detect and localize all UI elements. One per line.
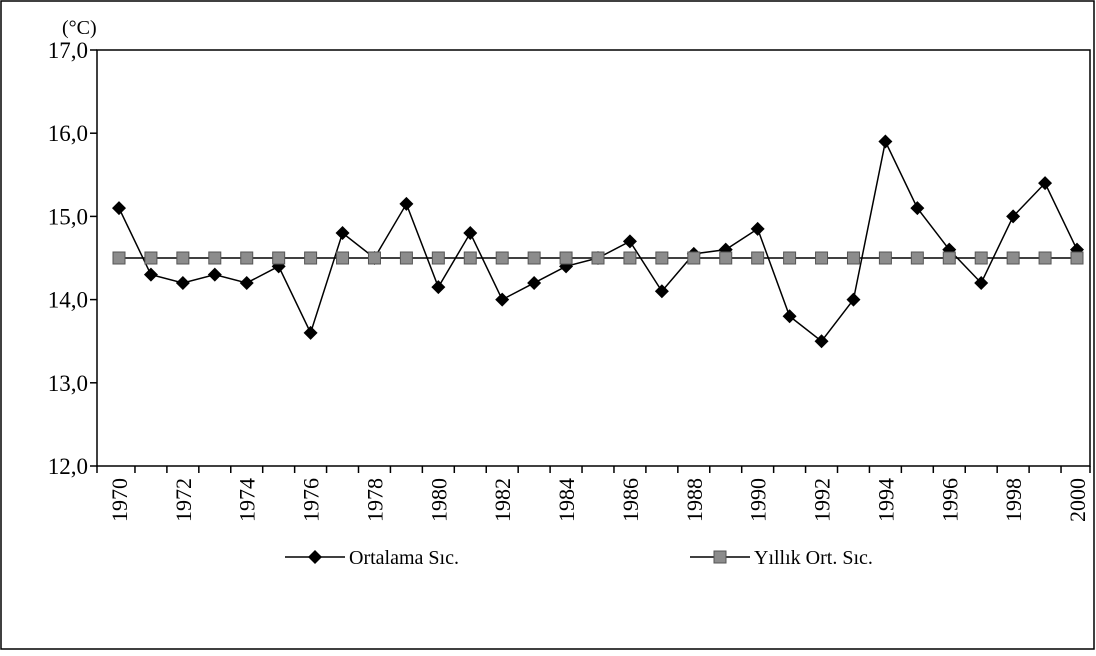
point — [240, 251, 254, 265]
point — [527, 251, 541, 265]
x-tick-label: 1974 — [235, 478, 260, 522]
point — [304, 251, 318, 265]
y-tick-label: 12,0 — [48, 454, 88, 479]
point — [815, 251, 829, 265]
point — [495, 251, 509, 265]
x-tick-label: 1996 — [937, 478, 962, 522]
x-tick-label: 1976 — [299, 478, 324, 522]
point — [144, 251, 158, 265]
point — [878, 134, 893, 149]
point — [303, 325, 318, 340]
x-tick-label: 1984 — [554, 478, 579, 522]
point — [1006, 209, 1021, 224]
point — [559, 251, 573, 265]
point — [878, 251, 892, 265]
point — [687, 251, 701, 265]
point — [207, 267, 222, 282]
point — [846, 292, 861, 307]
point — [1038, 176, 1053, 191]
point — [654, 284, 669, 299]
point — [910, 251, 924, 265]
point — [112, 251, 126, 265]
point — [431, 251, 445, 265]
legend-marker — [308, 550, 322, 564]
point — [335, 226, 350, 241]
x-tick-label: 1980 — [426, 478, 451, 522]
point — [751, 251, 765, 265]
x-tick-label: 1994 — [873, 478, 898, 522]
point — [495, 292, 510, 307]
point — [814, 334, 829, 349]
legend-label: Yıllık Ort. Sıc. — [754, 547, 873, 569]
x-tick-label: 1992 — [810, 478, 835, 522]
point — [622, 234, 637, 249]
point — [399, 196, 414, 211]
point — [463, 226, 478, 241]
point — [431, 280, 446, 295]
x-tick-label: 2000 — [1065, 478, 1090, 522]
point — [112, 201, 126, 216]
point — [719, 251, 733, 265]
x-tick-label: 1972 — [171, 478, 196, 522]
x-tick-label: 1978 — [362, 478, 387, 522]
point — [336, 251, 350, 265]
point — [1038, 251, 1052, 265]
point — [910, 201, 925, 216]
point — [463, 251, 477, 265]
point — [782, 309, 797, 324]
x-tick-label: 1982 — [490, 478, 515, 522]
point — [1006, 251, 1020, 265]
point — [143, 267, 158, 282]
y-tick-label: 14,0 — [48, 288, 88, 313]
legend-label: Ortalama Sıc. — [349, 547, 459, 569]
x-tick-label: 1986 — [618, 478, 643, 522]
point — [974, 251, 988, 265]
y-axis-label: (°C) — [62, 17, 97, 39]
point — [367, 251, 381, 265]
y-tick-label: 13,0 — [48, 371, 88, 396]
y-tick-label: 15,0 — [48, 204, 88, 229]
x-tick-label: 1998 — [1001, 478, 1026, 522]
point — [591, 251, 605, 265]
legend-marker — [713, 550, 727, 564]
point — [1070, 251, 1084, 265]
y-tick-label: 17,0 — [48, 38, 88, 63]
point — [846, 251, 860, 265]
point — [399, 251, 413, 265]
point — [239, 275, 254, 290]
x-tick-label: 1970 — [107, 478, 132, 522]
point — [176, 251, 190, 265]
point — [783, 251, 797, 265]
point — [974, 275, 989, 290]
y-tick-label: 16,0 — [48, 121, 88, 146]
x-tick-label: 1988 — [682, 478, 707, 522]
point — [208, 251, 222, 265]
point — [527, 275, 542, 290]
point — [175, 275, 190, 290]
point — [655, 251, 669, 265]
plot-frame — [96, 49, 1091, 467]
point — [623, 251, 637, 265]
point — [942, 251, 956, 265]
point — [272, 251, 286, 265]
x-tick-label: 1990 — [746, 478, 771, 522]
point — [750, 221, 765, 236]
